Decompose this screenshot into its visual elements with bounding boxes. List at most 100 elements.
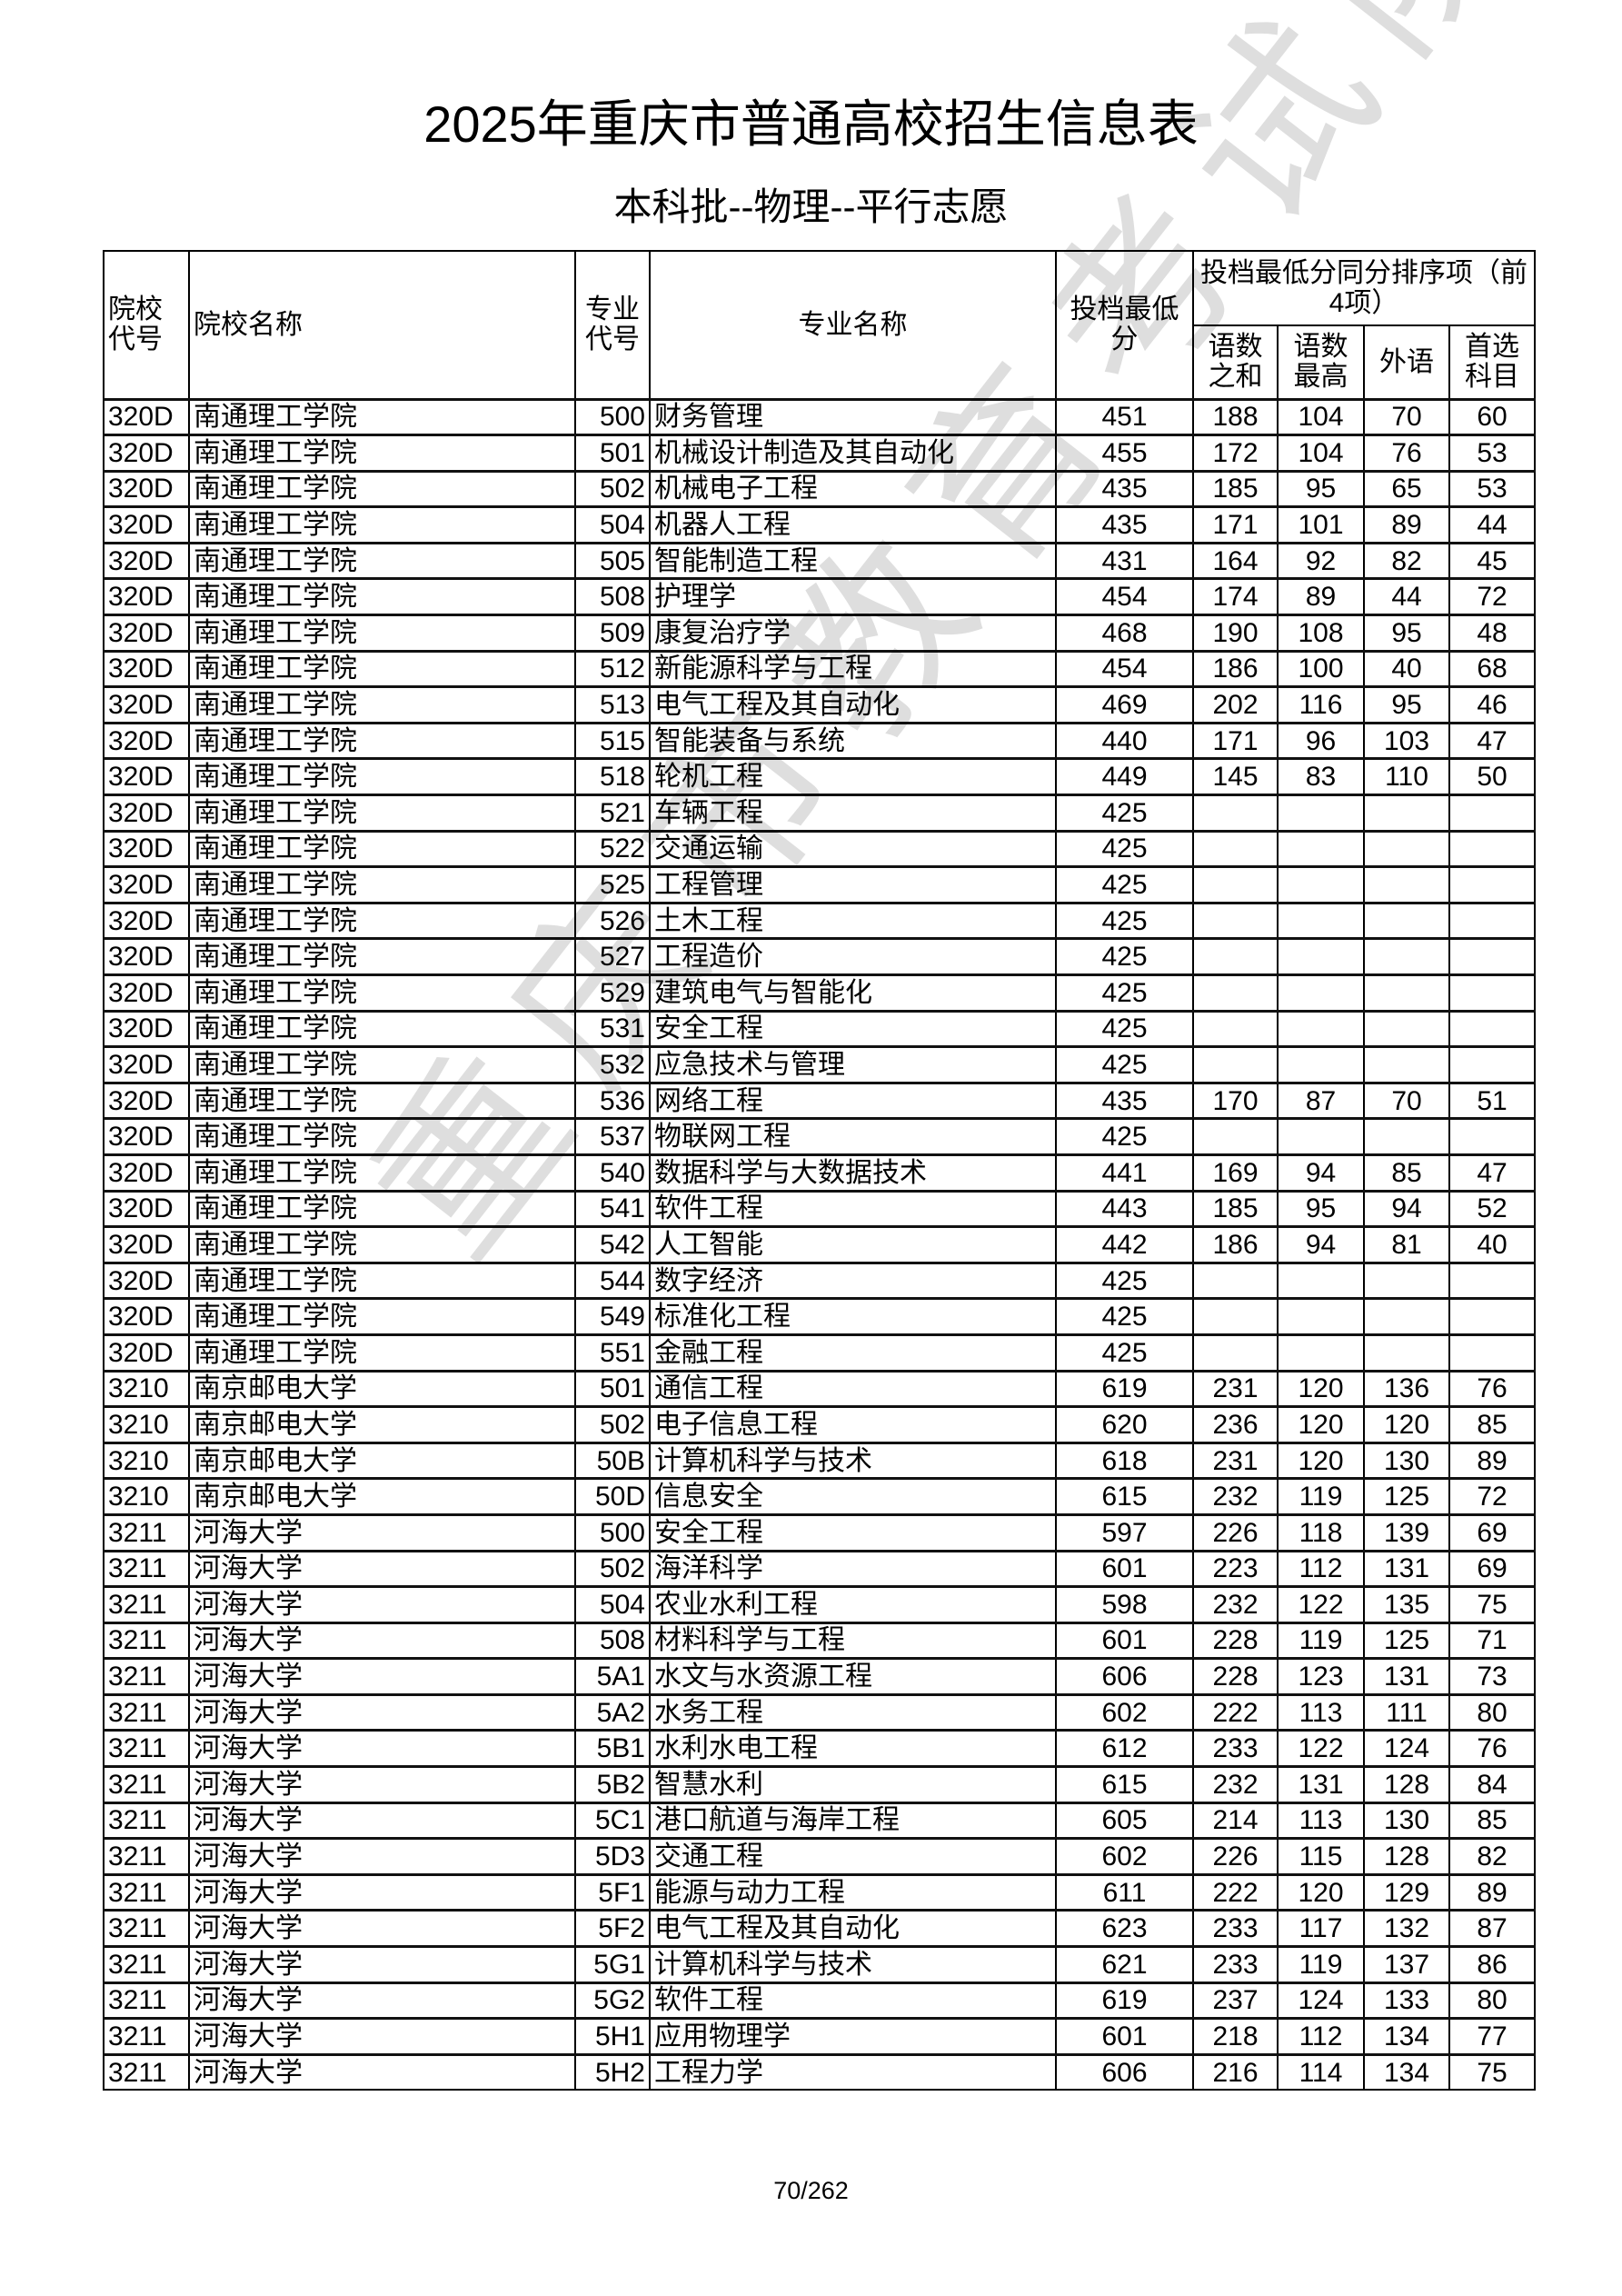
- cell-tb-sum: [1192, 1009, 1279, 1048]
- cell-major-name: 交通工程: [649, 1837, 1057, 1876]
- cell-tb-first: 68: [1448, 649, 1536, 688]
- cell-school-code: 320D: [103, 973, 190, 1013]
- cell-tb-first: 44: [1448, 505, 1536, 544]
- table-row: 320D 南通理工学院 515 智能装备与系统 440 171 96 103 47: [103, 721, 1536, 760]
- cell-min-score: 451: [1055, 397, 1194, 436]
- cell-tb-first: [1448, 829, 1536, 868]
- cell-tb-foreign: 132: [1363, 1909, 1450, 1948]
- table-row: 3210 南京邮电大学 502 电子信息工程 620 236 120 120 85: [103, 1405, 1536, 1444]
- cell-tb-foreign: 128: [1363, 1765, 1450, 1804]
- cell-major-code: 542: [574, 1225, 651, 1264]
- cell-tb-foreign: 131: [1363, 1549, 1450, 1588]
- cell-tb-sum: [1192, 1297, 1279, 1336]
- cell-school-name: 河海大学: [188, 1729, 576, 1768]
- cell-tb-foreign: 76: [1363, 434, 1450, 473]
- cell-major-code: 521: [574, 794, 651, 833]
- cell-school-code: 3211: [103, 1729, 190, 1768]
- cell-school-code: 3211: [103, 1692, 190, 1732]
- cell-major-name: 轮机工程: [649, 757, 1057, 796]
- cell-major-name: 护理学: [649, 577, 1057, 616]
- header-tb-foreign-language: 外语: [1363, 324, 1450, 400]
- cell-tb-sum: 236: [1192, 1405, 1279, 1444]
- cell-tb-sum: [1192, 794, 1279, 833]
- cell-min-score: 425: [1055, 794, 1194, 833]
- cell-min-score: 468: [1055, 614, 1194, 653]
- cell-major-name: 康复治疗学: [649, 614, 1057, 653]
- cell-school-code: 320D: [103, 1297, 190, 1336]
- cell-major-code: 526: [574, 901, 651, 940]
- table-row: 320D 南通理工学院 532 应急技术与管理 425: [103, 1045, 1536, 1084]
- cell-min-score: 454: [1055, 649, 1194, 688]
- table-row: 3210 南京邮电大学 50B 计算机科学与技术 618 231 120 130 89: [103, 1441, 1536, 1480]
- cell-major-name: 计算机科学与技术: [649, 1441, 1057, 1480]
- page-number: 70/262: [773, 2177, 849, 2204]
- cell-tb-foreign: 70: [1363, 397, 1450, 436]
- cell-tb-foreign: [1363, 1297, 1450, 1336]
- cell-tb-foreign: [1363, 829, 1450, 868]
- cell-major-name: 物联网工程: [649, 1117, 1057, 1156]
- cell-school-code: 320D: [103, 614, 190, 653]
- cell-tb-max: 100: [1277, 649, 1365, 688]
- cell-tb-first: 51: [1448, 1081, 1536, 1120]
- cell-tb-sum: [1192, 829, 1279, 868]
- cell-tb-first: 82: [1448, 1837, 1536, 1876]
- cell-major-code: 5A2: [574, 1692, 651, 1732]
- table-row: 320D 南通理工学院 536 网络工程 435 170 87 70 51: [103, 1081, 1536, 1120]
- cell-school-code: 3211: [103, 1657, 190, 1696]
- cell-school-code: 3211: [103, 1872, 190, 1912]
- cell-school-name: 南通理工学院: [188, 1297, 576, 1336]
- cell-tb-max: 108: [1277, 614, 1365, 653]
- cell-major-name: 电气工程及其自动化: [649, 685, 1057, 724]
- cell-tb-max: 113: [1277, 1692, 1365, 1732]
- cell-tb-first: 69: [1448, 1512, 1536, 1552]
- table-row: 3211 河海大学 5A1 水文与水资源工程 606 228 123 131 73: [103, 1657, 1536, 1696]
- cell-min-score: 602: [1055, 1692, 1194, 1732]
- cell-tb-sum: 233: [1192, 1909, 1279, 1948]
- cell-tb-sum: 237: [1192, 1981, 1279, 2020]
- cell-major-name: 智慧水利: [649, 1765, 1057, 1804]
- table-row: 320D 南通理工学院 544 数字经济 425: [103, 1261, 1536, 1300]
- cell-major-name: 机器人工程: [649, 505, 1057, 544]
- cell-min-score: 612: [1055, 1729, 1194, 1768]
- cell-tb-first: [1448, 901, 1536, 940]
- cell-min-score: 601: [1055, 1621, 1194, 1660]
- cell-school-code: 320D: [103, 1153, 190, 1193]
- cell-min-score: 425: [1055, 1045, 1194, 1084]
- header-school-code: 院校代号: [103, 250, 190, 400]
- cell-tb-sum: 226: [1192, 1512, 1279, 1552]
- cell-major-name: 水文与水资源工程: [649, 1657, 1057, 1696]
- cell-tb-foreign: 40: [1363, 649, 1450, 688]
- cell-tb-max: [1277, 1045, 1365, 1084]
- table-row: 320D 南通理工学院 522 交通运输 425: [103, 829, 1536, 868]
- cell-school-name: 河海大学: [188, 1945, 576, 1984]
- cell-school-name: 南通理工学院: [188, 434, 576, 473]
- cell-min-score: 615: [1055, 1477, 1194, 1516]
- cell-major-name: 建筑电气与智能化: [649, 973, 1057, 1013]
- cell-min-score: 425: [1055, 829, 1194, 868]
- cell-tb-foreign: [1363, 1045, 1450, 1084]
- cell-tb-sum: 228: [1192, 1657, 1279, 1696]
- cell-major-name: 农业水利工程: [649, 1585, 1057, 1624]
- cell-tb-max: 95: [1277, 469, 1365, 508]
- cell-tb-max: [1277, 1117, 1365, 1156]
- cell-tb-first: 48: [1448, 614, 1536, 653]
- cell-tb-first: 77: [1448, 2017, 1536, 2056]
- cell-min-score: 618: [1055, 1441, 1194, 1480]
- table-row: 3211 河海大学 5A2 水务工程 602 222 113 111 80: [103, 1692, 1536, 1732]
- cell-min-score: 431: [1055, 541, 1194, 580]
- cell-tb-foreign: 70: [1363, 1081, 1450, 1120]
- cell-major-name: 能源与动力工程: [649, 1872, 1057, 1912]
- cell-school-code: 320D: [103, 649, 190, 688]
- page-title: 2025年重庆市普通高校招生信息表: [423, 95, 1199, 153]
- cell-major-code: 549: [574, 1297, 651, 1336]
- table-row: 3211 河海大学 500 安全工程 597 226 118 139 69: [103, 1512, 1536, 1552]
- cell-tb-sum: 171: [1192, 505, 1279, 544]
- cell-school-name: 南京邮电大学: [188, 1369, 576, 1408]
- cell-tb-first: [1448, 937, 1536, 976]
- cell-tb-foreign: 125: [1363, 1621, 1450, 1660]
- cell-tb-sum: 186: [1192, 1225, 1279, 1264]
- cell-tb-max: [1277, 1297, 1365, 1336]
- cell-major-name: 智能制造工程: [649, 541, 1057, 580]
- cell-tb-foreign: 85: [1363, 1153, 1450, 1193]
- cell-major-name: 电气工程及其自动化: [649, 1909, 1057, 1948]
